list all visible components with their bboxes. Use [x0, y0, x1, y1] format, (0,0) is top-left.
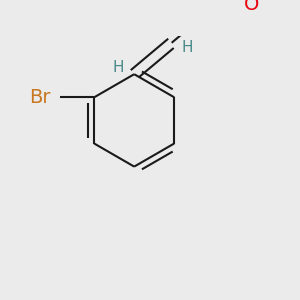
Text: H: H: [182, 40, 194, 55]
Text: O: O: [244, 0, 260, 14]
Text: H: H: [112, 60, 124, 75]
Text: Br: Br: [29, 88, 51, 107]
